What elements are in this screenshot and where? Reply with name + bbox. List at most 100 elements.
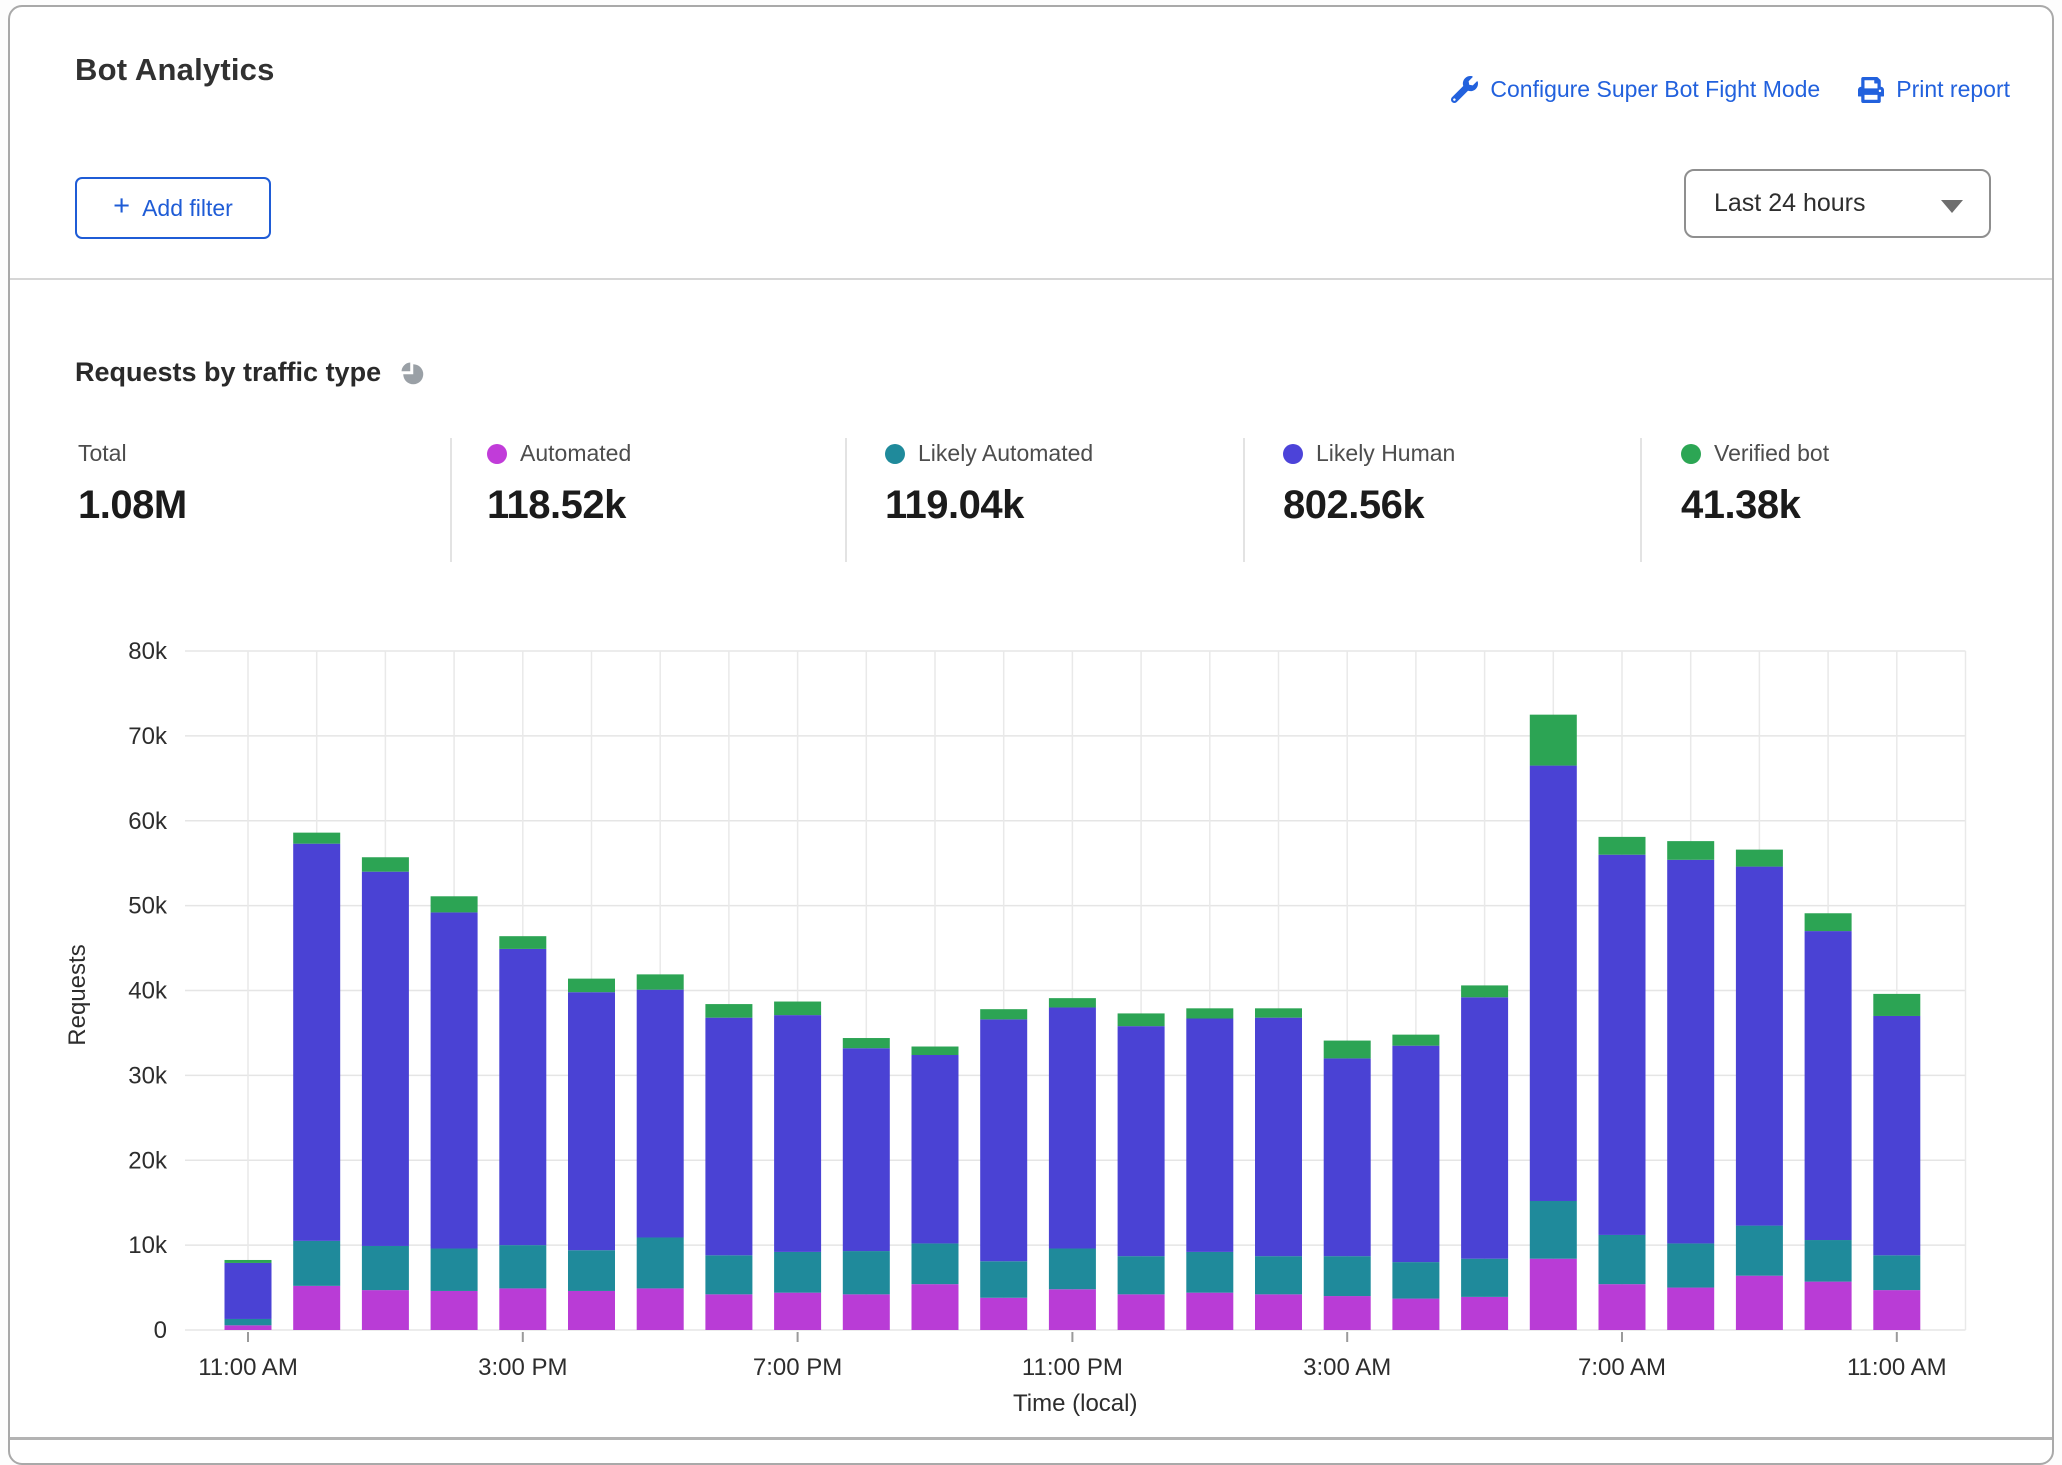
bar-segment-likely-human[interactable] <box>293 844 340 1241</box>
time-range-dropdown[interactable]: Last 24 hours <box>1684 169 1991 238</box>
bar-segment-verified-bot[interactable] <box>774 1002 821 1016</box>
bar-segment-verified-bot[interactable] <box>1599 837 1646 855</box>
bar-segment-likely-automated[interactable] <box>1805 1240 1852 1282</box>
bar-segment-automated[interactable] <box>1186 1293 1233 1330</box>
bar-segment-automated[interactable] <box>705 1294 752 1330</box>
bar-segment-automated[interactable] <box>499 1288 546 1330</box>
bar-segment-likely-human[interactable] <box>362 872 409 1246</box>
bar-segment-automated[interactable] <box>912 1284 959 1330</box>
bar-segment-verified-bot[interactable] <box>912 1047 959 1055</box>
bar-segment-likely-automated[interactable] <box>637 1237 684 1288</box>
bar-segment-verified-bot[interactable] <box>1255 1008 1302 1017</box>
bar-segment-likely-automated[interactable] <box>1049 1249 1096 1290</box>
bar-segment-likely-human[interactable] <box>1805 931 1852 1240</box>
bar-segment-likely-human[interactable] <box>774 1015 821 1252</box>
bar-segment-automated[interactable] <box>1392 1299 1439 1330</box>
bar-segment-likely-automated[interactable] <box>843 1251 890 1294</box>
bar-segment-likely-human[interactable] <box>637 990 684 1238</box>
bar-segment-likely-human[interactable] <box>225 1263 272 1319</box>
bar-segment-likely-automated[interactable] <box>1392 1262 1439 1298</box>
bar-segment-automated[interactable] <box>1873 1290 1920 1330</box>
bar-segment-likely-human[interactable] <box>980 1019 1027 1261</box>
bar-segment-likely-human[interactable] <box>705 1018 752 1256</box>
bar-segment-verified-bot[interactable] <box>705 1004 752 1018</box>
bar-segment-likely-automated[interactable] <box>1186 1252 1233 1293</box>
bar-segment-automated[interactable] <box>1599 1284 1646 1330</box>
bar-segment-likely-automated[interactable] <box>1599 1235 1646 1284</box>
bar-segment-automated[interactable] <box>1805 1282 1852 1330</box>
bar-segment-likely-human[interactable] <box>499 949 546 1245</box>
bar-segment-likely-automated[interactable] <box>1461 1259 1508 1297</box>
stat-total[interactable]: Total1.08M <box>78 440 187 528</box>
bar-segment-verified-bot[interactable] <box>1667 841 1714 860</box>
bar-segment-automated[interactable] <box>1118 1294 1165 1330</box>
bar-segment-verified-bot[interactable] <box>1805 913 1852 931</box>
bar-segment-likely-automated[interactable] <box>362 1246 409 1290</box>
bar-segment-likely-human[interactable] <box>431 912 478 1248</box>
bar-segment-likely-automated[interactable] <box>1530 1201 1577 1259</box>
bar-segment-verified-bot[interactable] <box>1186 1008 1233 1018</box>
bar-segment-automated[interactable] <box>293 1286 340 1330</box>
bar-segment-likely-automated[interactable] <box>225 1319 272 1325</box>
bar-segment-automated[interactable] <box>1324 1296 1371 1330</box>
bar-segment-verified-bot[interactable] <box>843 1038 890 1048</box>
bar-segment-likely-human[interactable] <box>1392 1046 1439 1262</box>
bar-segment-verified-bot[interactable] <box>431 896 478 912</box>
bar-segment-likely-human[interactable] <box>1736 867 1783 1226</box>
bar-segment-automated[interactable] <box>225 1325 272 1330</box>
configure-super-bot-fight-mode-link[interactable]: Configure Super Bot Fight Mode <box>1451 76 1820 103</box>
bar-segment-likely-human[interactable] <box>1255 1018 1302 1256</box>
bar-segment-automated[interactable] <box>362 1290 409 1330</box>
bar-segment-automated[interactable] <box>843 1294 890 1330</box>
bar-segment-verified-bot[interactable] <box>1118 1013 1165 1026</box>
bar-segment-verified-bot[interactable] <box>637 974 684 989</box>
bar-segment-automated[interactable] <box>1049 1289 1096 1330</box>
bar-segment-automated[interactable] <box>980 1298 1027 1330</box>
bar-segment-automated[interactable] <box>1461 1297 1508 1330</box>
bar-segment-verified-bot[interactable] <box>1736 850 1783 867</box>
bar-segment-verified-bot[interactable] <box>1461 985 1508 997</box>
bar-segment-likely-human[interactable] <box>1599 855 1646 1235</box>
print-report-link[interactable]: Print report <box>1858 76 2010 103</box>
bar-segment-verified-bot[interactable] <box>568 979 615 993</box>
bar-segment-verified-bot[interactable] <box>1049 998 1096 1007</box>
bar-segment-automated[interactable] <box>1530 1259 1577 1330</box>
bar-segment-likely-human[interactable] <box>843 1048 890 1251</box>
bar-segment-verified-bot[interactable] <box>1530 715 1577 766</box>
bar-segment-likely-human[interactable] <box>1667 860 1714 1244</box>
bar-segment-likely-automated[interactable] <box>912 1243 959 1284</box>
bar-segment-likely-human[interactable] <box>1049 1007 1096 1248</box>
bar-segment-likely-human[interactable] <box>568 992 615 1250</box>
bar-segment-automated[interactable] <box>774 1293 821 1330</box>
bar-segment-verified-bot[interactable] <box>1873 994 1920 1016</box>
bar-segment-likely-automated[interactable] <box>980 1261 1027 1297</box>
bar-segment-verified-bot[interactable] <box>980 1009 1027 1019</box>
bar-segment-verified-bot[interactable] <box>293 833 340 844</box>
bar-segment-likely-automated[interactable] <box>568 1250 615 1291</box>
bar-segment-likely-automated[interactable] <box>293 1241 340 1286</box>
bar-segment-automated[interactable] <box>1255 1294 1302 1330</box>
bar-segment-verified-bot[interactable] <box>225 1260 272 1263</box>
bar-segment-likely-human[interactable] <box>1324 1058 1371 1256</box>
bar-segment-automated[interactable] <box>431 1291 478 1330</box>
bar-segment-likely-human[interactable] <box>1461 997 1508 1258</box>
bar-segment-likely-automated[interactable] <box>1667 1243 1714 1287</box>
bar-segment-verified-bot[interactable] <box>362 857 409 871</box>
bar-segment-verified-bot[interactable] <box>499 936 546 949</box>
bar-segment-verified-bot[interactable] <box>1392 1035 1439 1046</box>
bar-segment-likely-automated[interactable] <box>774 1252 821 1293</box>
bar-segment-likely-automated[interactable] <box>1255 1256 1302 1294</box>
bar-segment-likely-automated[interactable] <box>431 1249 478 1291</box>
bar-segment-likely-automated[interactable] <box>1736 1226 1783 1276</box>
bar-segment-likely-human[interactable] <box>1873 1016 1920 1255</box>
bar-segment-automated[interactable] <box>1667 1288 1714 1330</box>
bar-segment-likely-human[interactable] <box>912 1055 959 1243</box>
bar-segment-likely-human[interactable] <box>1530 766 1577 1201</box>
bar-segment-likely-automated[interactable] <box>1873 1255 1920 1290</box>
add-filter-button[interactable]: + Add filter <box>75 177 271 239</box>
bar-segment-likely-automated[interactable] <box>705 1255 752 1294</box>
stat-likely-human[interactable]: Likely Human802.56k <box>1283 440 1455 528</box>
bar-segment-likely-automated[interactable] <box>1324 1256 1371 1296</box>
bar-segment-verified-bot[interactable] <box>1324 1041 1371 1059</box>
bar-segment-likely-human[interactable] <box>1186 1019 1233 1252</box>
